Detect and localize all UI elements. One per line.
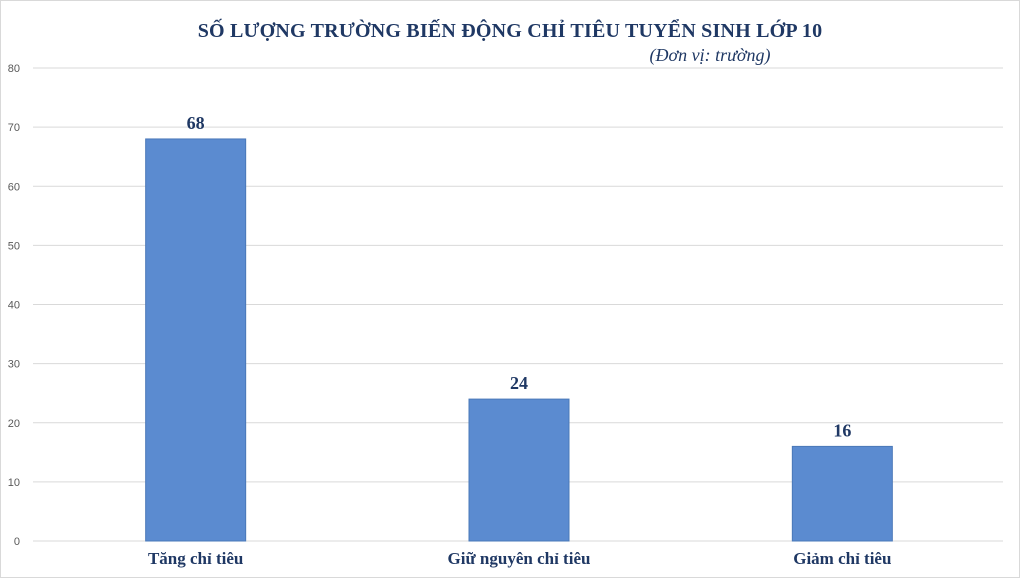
category-label-2: Giữ nguyên chỉ tiêu <box>448 549 591 568</box>
data-label-2: 24 <box>510 373 528 393</box>
category-labels: Tăng chỉ tiêu Giữ nguyên chỉ tiêu Giảm chỉ… <box>148 549 891 568</box>
chart-subtitle: (Đơn vị: trường) <box>649 45 771 65</box>
bar-2 <box>468 398 570 542</box>
y-tick-label: 60 <box>8 181 20 193</box>
y-tick-label: 0 <box>14 536 20 548</box>
y-axis-ticks: 0 10 20 30 40 50 60 70 80 <box>8 63 20 548</box>
category-label-1: Tăng chỉ tiêu <box>148 549 243 568</box>
y-tick-label: 20 <box>8 418 20 430</box>
chart-title: SỐ LƯỢNG TRƯỜNG BIẾN ĐỘNG CHỈ TIÊU TUYỂN… <box>197 20 823 42</box>
data-label-1: 68 <box>187 113 205 133</box>
y-tick-label: 10 <box>8 477 20 489</box>
data-label-3: 16 <box>833 420 851 440</box>
bars <box>145 138 893 542</box>
y-tick-label: 30 <box>8 359 20 371</box>
y-tick-label: 70 <box>8 122 20 134</box>
y-tick-label: 40 <box>8 300 20 312</box>
bar-1 <box>145 138 247 542</box>
y-tick-label: 50 <box>8 240 20 252</box>
data-labels: 68 24 16 <box>187 113 852 440</box>
category-label-3: Giảm chỉ tiêu <box>793 549 891 568</box>
bar-3 <box>791 445 893 542</box>
y-tick-label: 80 <box>8 63 20 75</box>
